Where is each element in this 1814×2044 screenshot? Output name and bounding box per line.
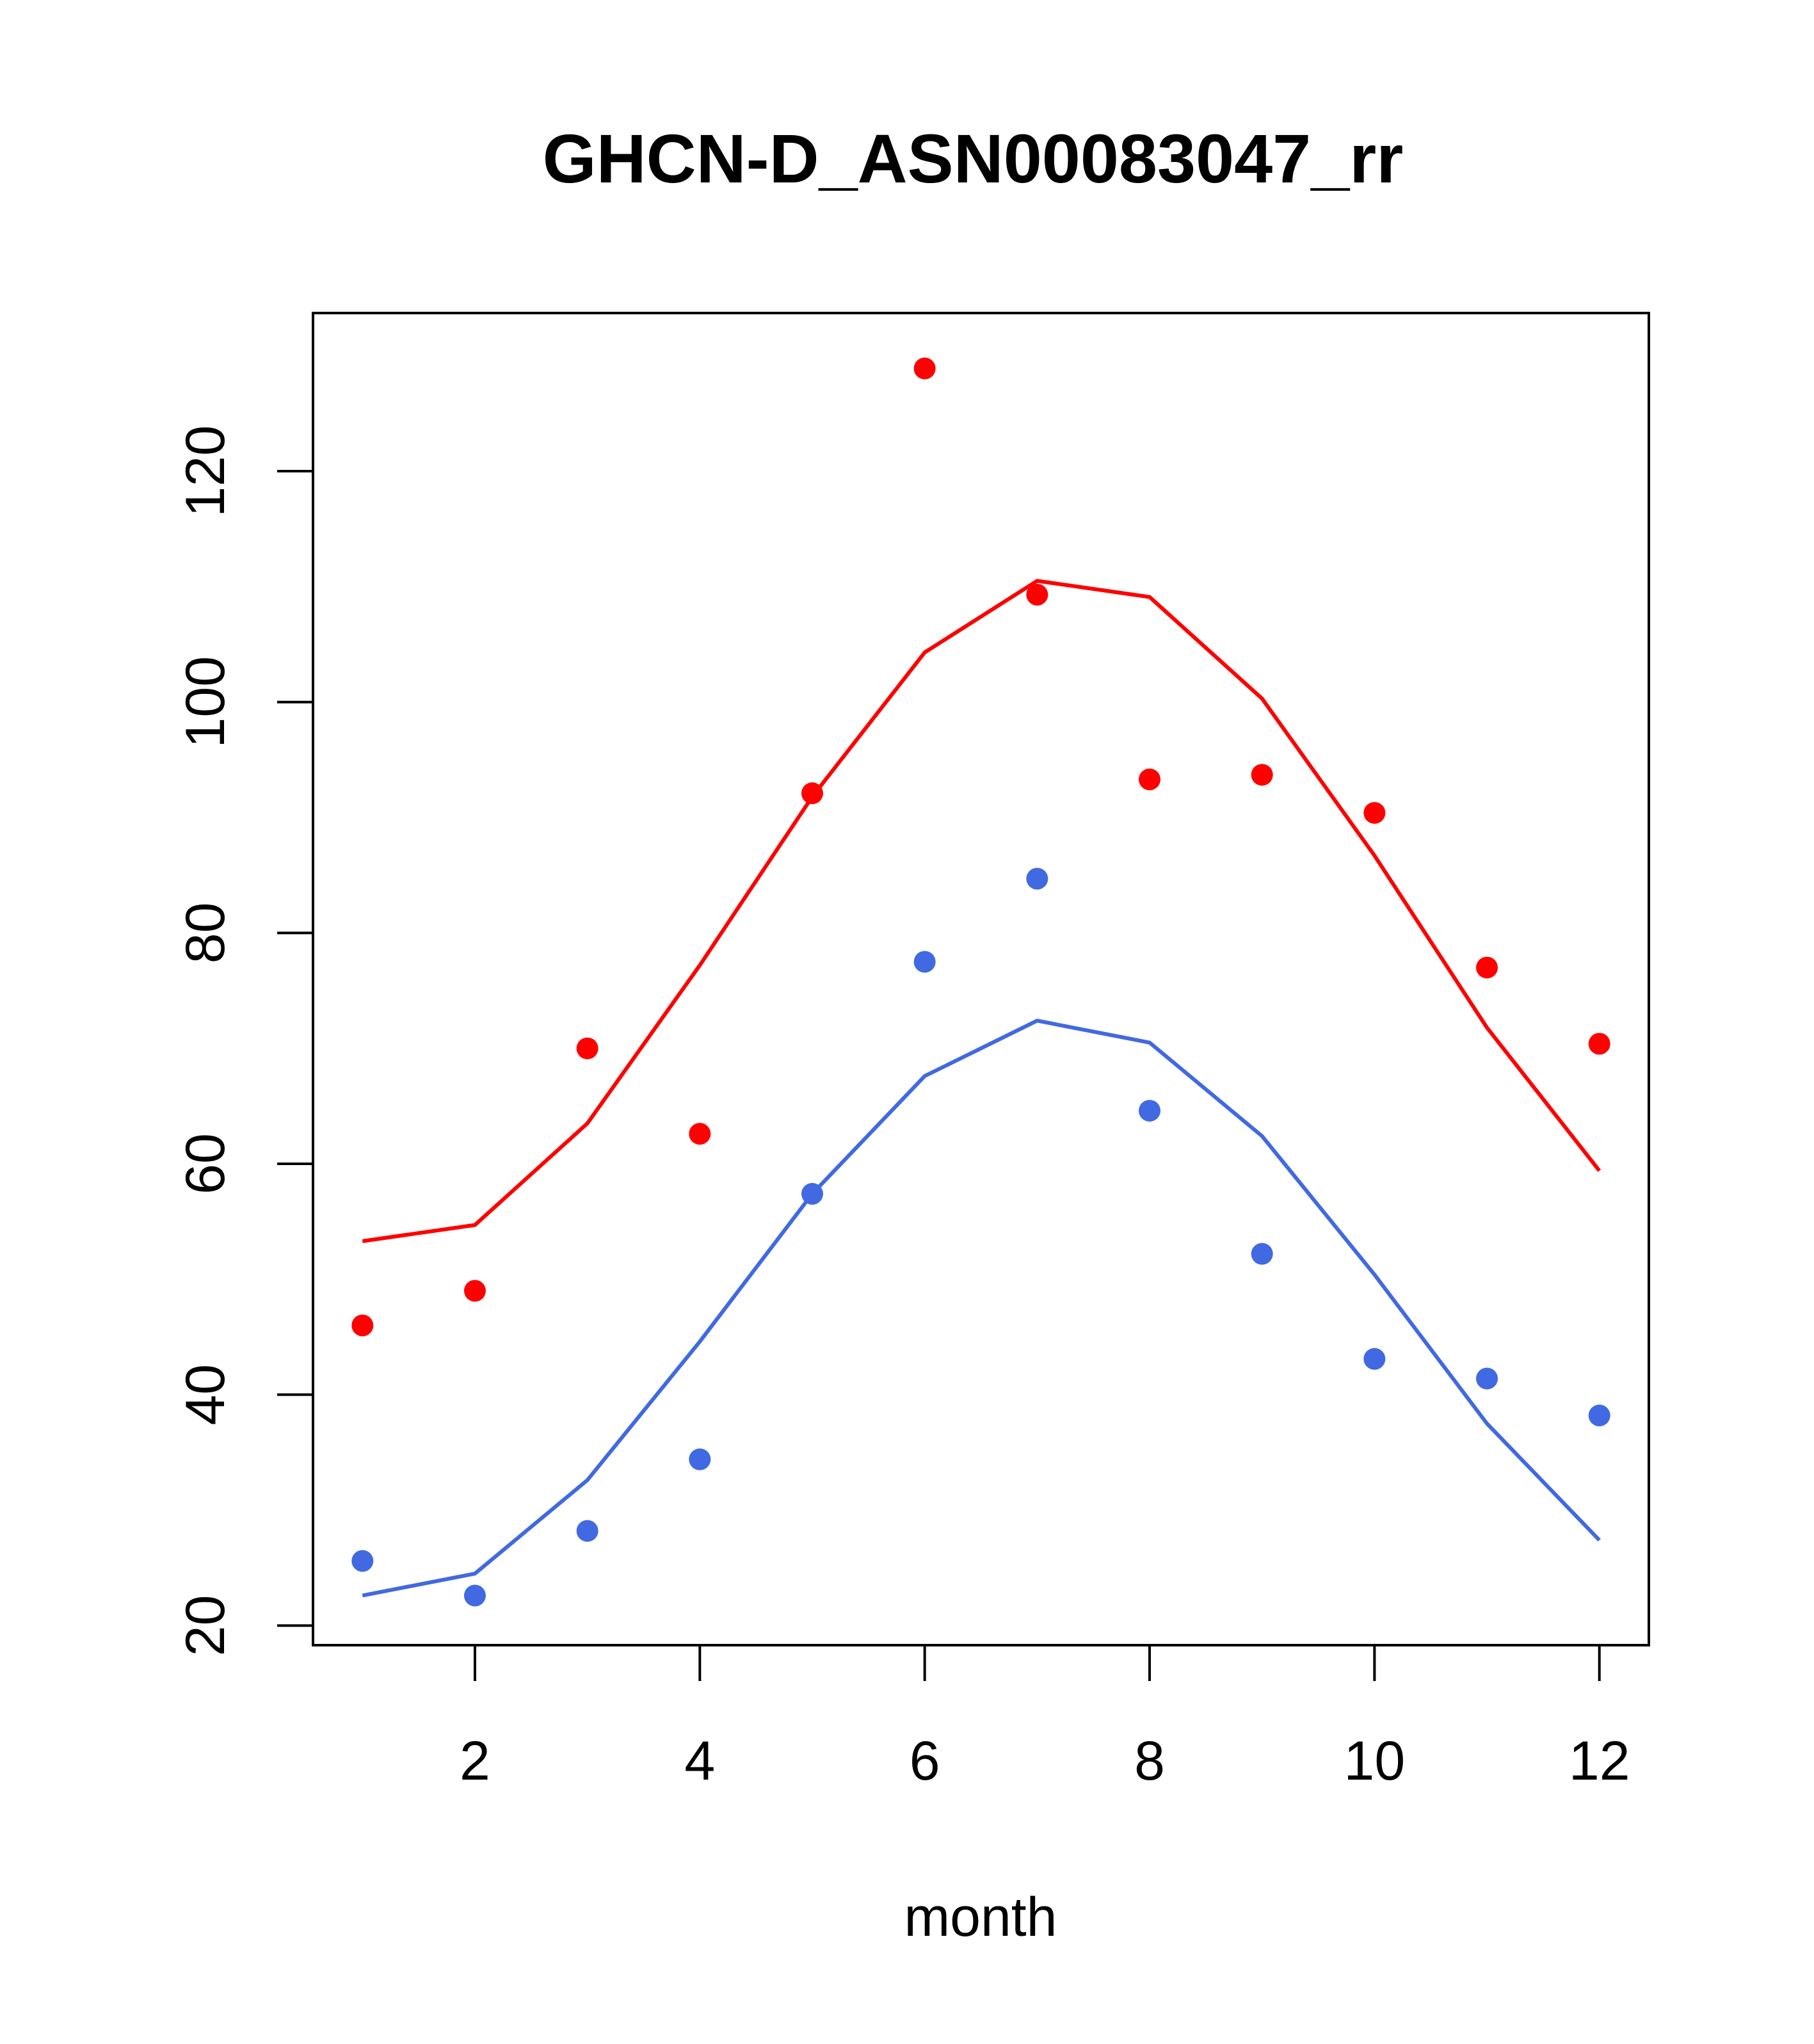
- x-tick-label: 12: [1569, 1730, 1630, 1792]
- series-0-point: [1251, 764, 1273, 786]
- series-layer: [351, 357, 1610, 1607]
- y-tick-label: 40: [175, 1364, 236, 1426]
- series-0-point: [689, 1123, 711, 1145]
- series-0-point: [1588, 1033, 1610, 1055]
- x-tick-label: 10: [1344, 1730, 1406, 1792]
- series-1-line: [362, 1018, 1601, 1598]
- chart-title: GHCN-D_ASN00083047_rr: [543, 120, 1404, 197]
- plot-frame: [312, 312, 1650, 1646]
- x-tick-label: 8: [1134, 1730, 1165, 1792]
- y-tick-label: 60: [175, 1133, 236, 1195]
- series-1-point: [1026, 867, 1048, 890]
- y-axis: 20 40 60 80 100 120: [175, 425, 313, 1656]
- x-axis: 2 4 6 8 10 12: [460, 1645, 1630, 1792]
- series-1-point: [351, 1550, 374, 1572]
- series-0-point: [1476, 956, 1498, 979]
- y-tick-label: 100: [175, 656, 236, 748]
- x-axis-label: month: [904, 1887, 1057, 1948]
- x-tick-label: 2: [460, 1730, 490, 1792]
- series-0-point: [463, 1280, 486, 1302]
- series-1-point: [1251, 1243, 1273, 1265]
- series-0-point: [1139, 768, 1161, 791]
- x-tick-label: 6: [910, 1730, 940, 1792]
- series-1-point: [1588, 1404, 1610, 1427]
- series-1-point: [1139, 1100, 1161, 1122]
- series-0-point: [913, 357, 936, 380]
- series-1-point: [1363, 1348, 1386, 1370]
- series-1-point: [1476, 1367, 1498, 1390]
- series-1-point: [689, 1448, 711, 1470]
- series-1-point: [913, 951, 936, 973]
- series-0-point: [801, 782, 823, 805]
- series-0-point: [1026, 584, 1048, 606]
- y-tick-label: 20: [175, 1595, 236, 1657]
- series-0-line: [362, 579, 1601, 1243]
- series-0-point: [576, 1037, 598, 1059]
- series-1-point: [576, 1520, 598, 1542]
- series-1-point: [801, 1182, 823, 1205]
- series-0-point: [351, 1314, 374, 1337]
- series-1-point: [463, 1584, 486, 1607]
- series-0-point: [1363, 801, 1386, 824]
- x-tick-label: 4: [684, 1730, 715, 1792]
- y-tick-label: 120: [175, 425, 236, 517]
- y-tick-label: 80: [175, 903, 236, 964]
